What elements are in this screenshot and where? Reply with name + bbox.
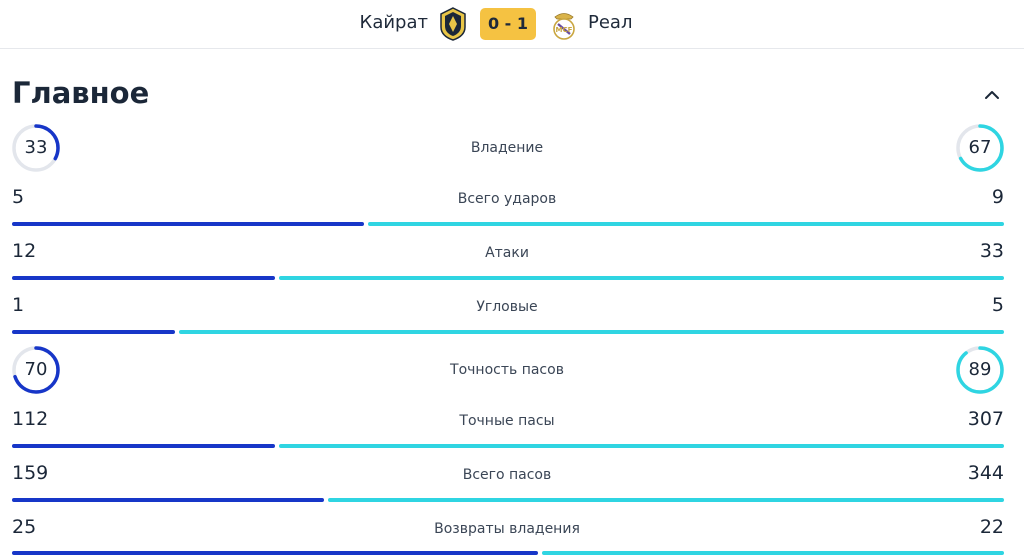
stat-label-possession: Владение bbox=[470, 140, 544, 156]
away-regains-bar bbox=[541, 551, 1004, 555]
home-shots-value: 5 bbox=[12, 186, 25, 208]
chevron-up-icon[interactable] bbox=[978, 84, 1006, 106]
svg-text:MCF: MCF bbox=[556, 26, 573, 34]
home-corners-bar bbox=[12, 330, 176, 334]
stat-label-total-shots: Всего ударов bbox=[457, 191, 557, 207]
away-accurate-passes-value: 307 bbox=[967, 408, 1004, 430]
away-regains-value: 22 bbox=[979, 516, 1004, 538]
home-team-logo-icon[interactable] bbox=[440, 7, 466, 41]
home-regains-value: 25 bbox=[12, 516, 37, 538]
stat-label-accurate-passes: Точные пасы bbox=[459, 413, 555, 429]
section-title: Главное bbox=[12, 76, 150, 110]
away-corners-bar bbox=[179, 330, 1004, 334]
away-team-logo-icon[interactable]: MCF bbox=[550, 9, 578, 41]
home-pass-accuracy-value: 70 bbox=[24, 359, 48, 380]
home-team-name[interactable]: Кайрат bbox=[359, 12, 428, 33]
home-attacks-value: 12 bbox=[12, 240, 37, 262]
home-total-passes-bar bbox=[12, 498, 324, 502]
stat-label-possession-regains: Возвраты владения bbox=[434, 521, 580, 537]
stat-label-corners: Угловые bbox=[476, 299, 538, 315]
away-pass-accuracy-ring: 89 bbox=[955, 345, 1005, 395]
home-total-passes-value: 159 bbox=[12, 462, 49, 484]
home-regains-bar bbox=[12, 551, 538, 555]
home-accurate-passes-value: 112 bbox=[12, 408, 49, 430]
away-shots-bar bbox=[368, 222, 1004, 226]
away-accurate-passes-bar bbox=[279, 444, 1004, 448]
home-accurate-passes-bar bbox=[12, 444, 276, 448]
home-possession-ring: 33 bbox=[11, 123, 61, 173]
away-total-passes-bar bbox=[327, 498, 1004, 502]
away-total-passes-value: 344 bbox=[967, 462, 1004, 484]
home-corners-value: 1 bbox=[12, 294, 25, 316]
away-corners-value: 5 bbox=[991, 294, 1004, 316]
away-team-name[interactable]: Реал bbox=[588, 12, 633, 33]
stat-label-pass-accuracy: Точность пасов bbox=[450, 362, 564, 378]
away-attacks-value: 33 bbox=[979, 240, 1004, 262]
match-score: 0 - 1 bbox=[480, 8, 536, 40]
away-possession-value: 67 bbox=[968, 137, 992, 158]
home-pass-accuracy-ring: 70 bbox=[11, 345, 61, 395]
home-attacks-bar bbox=[12, 276, 275, 280]
stat-label-total-passes: Всего пасов bbox=[462, 467, 552, 483]
away-pass-accuracy-value: 89 bbox=[968, 359, 992, 380]
away-possession-ring: 67 bbox=[955, 123, 1005, 173]
home-possession-value: 33 bbox=[24, 137, 48, 158]
away-shots-value: 9 bbox=[991, 186, 1004, 208]
home-shots-bar bbox=[12, 222, 365, 226]
stat-label-attacks: Атаки bbox=[485, 245, 529, 261]
away-attacks-bar bbox=[278, 276, 1004, 280]
match-header: Кайрат 0 - 1 MCF Реал bbox=[0, 0, 1024, 49]
